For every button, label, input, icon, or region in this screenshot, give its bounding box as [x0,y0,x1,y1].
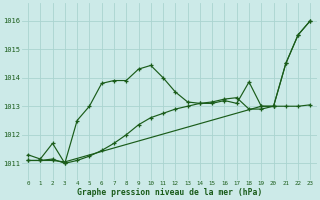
X-axis label: Graphe pression niveau de la mer (hPa): Graphe pression niveau de la mer (hPa) [76,188,262,197]
